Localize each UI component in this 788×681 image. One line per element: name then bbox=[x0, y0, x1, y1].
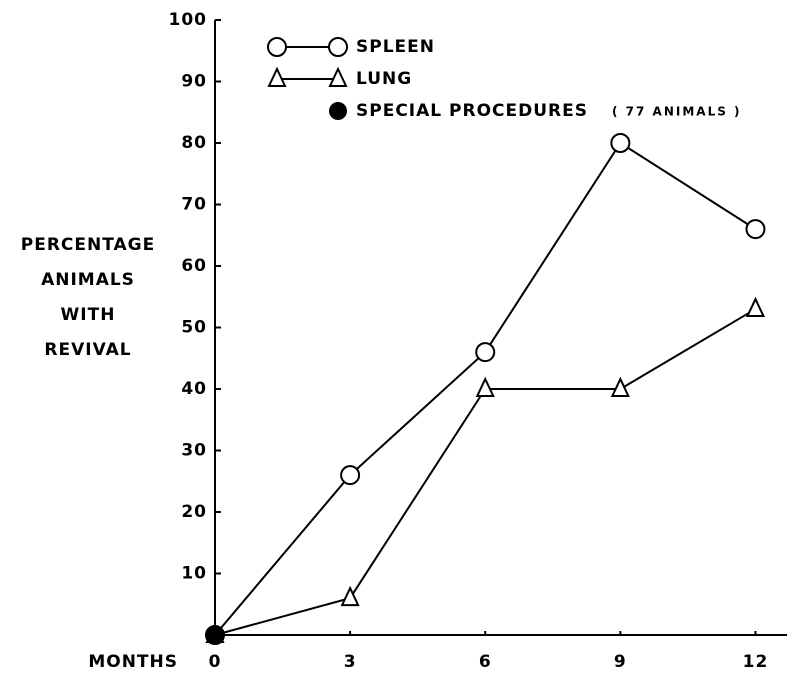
y-tick-label: 30 bbox=[181, 441, 207, 461]
y-tick-label: 10 bbox=[181, 564, 207, 584]
data-point bbox=[206, 626, 224, 644]
x-tick-label: 6 bbox=[479, 652, 492, 672]
x-tick-label: 9 bbox=[614, 652, 627, 672]
legend-label: SPLEEN bbox=[356, 37, 435, 57]
legend-label: SPECIAL PROCEDURES bbox=[356, 101, 588, 121]
annotation: ( 77 ANIMALS ) bbox=[612, 105, 742, 119]
y-tick-label: 40 bbox=[181, 379, 207, 399]
x-tick-label: 3 bbox=[344, 652, 357, 672]
legend-label: LUNG bbox=[356, 69, 412, 89]
y-tick-label: 70 bbox=[181, 195, 207, 215]
data-point bbox=[745, 296, 766, 318]
data-point bbox=[475, 376, 495, 397]
x-tick-label: 0 bbox=[209, 652, 222, 672]
y-axis-label: WITH bbox=[61, 305, 116, 325]
y-axis-label: REVIVAL bbox=[44, 340, 131, 360]
y-tick-label: 50 bbox=[181, 318, 207, 338]
y-tick-label: 100 bbox=[169, 10, 208, 30]
y-axis-label: ANIMALS bbox=[41, 270, 135, 290]
y-tick-label: 90 bbox=[181, 72, 207, 92]
y-axis-label: PERCENTAGE bbox=[21, 235, 155, 255]
data-point bbox=[610, 376, 630, 397]
legend-marker bbox=[328, 37, 348, 57]
data-point bbox=[610, 133, 631, 153]
legend-marker bbox=[267, 37, 287, 57]
x-tick-label: 12 bbox=[743, 652, 769, 672]
legend-marker bbox=[267, 66, 287, 87]
data-point bbox=[340, 465, 361, 486]
data-point bbox=[340, 585, 360, 607]
data-point bbox=[475, 342, 496, 363]
y-tick-label: 80 bbox=[181, 133, 207, 153]
data-point bbox=[745, 219, 766, 240]
y-tick-label: 20 bbox=[181, 502, 207, 522]
y-tick-label: 60 bbox=[181, 256, 207, 276]
legend-marker bbox=[328, 66, 348, 87]
legend-marker bbox=[329, 102, 347, 120]
x-axis-label: MONTHS bbox=[88, 652, 178, 672]
